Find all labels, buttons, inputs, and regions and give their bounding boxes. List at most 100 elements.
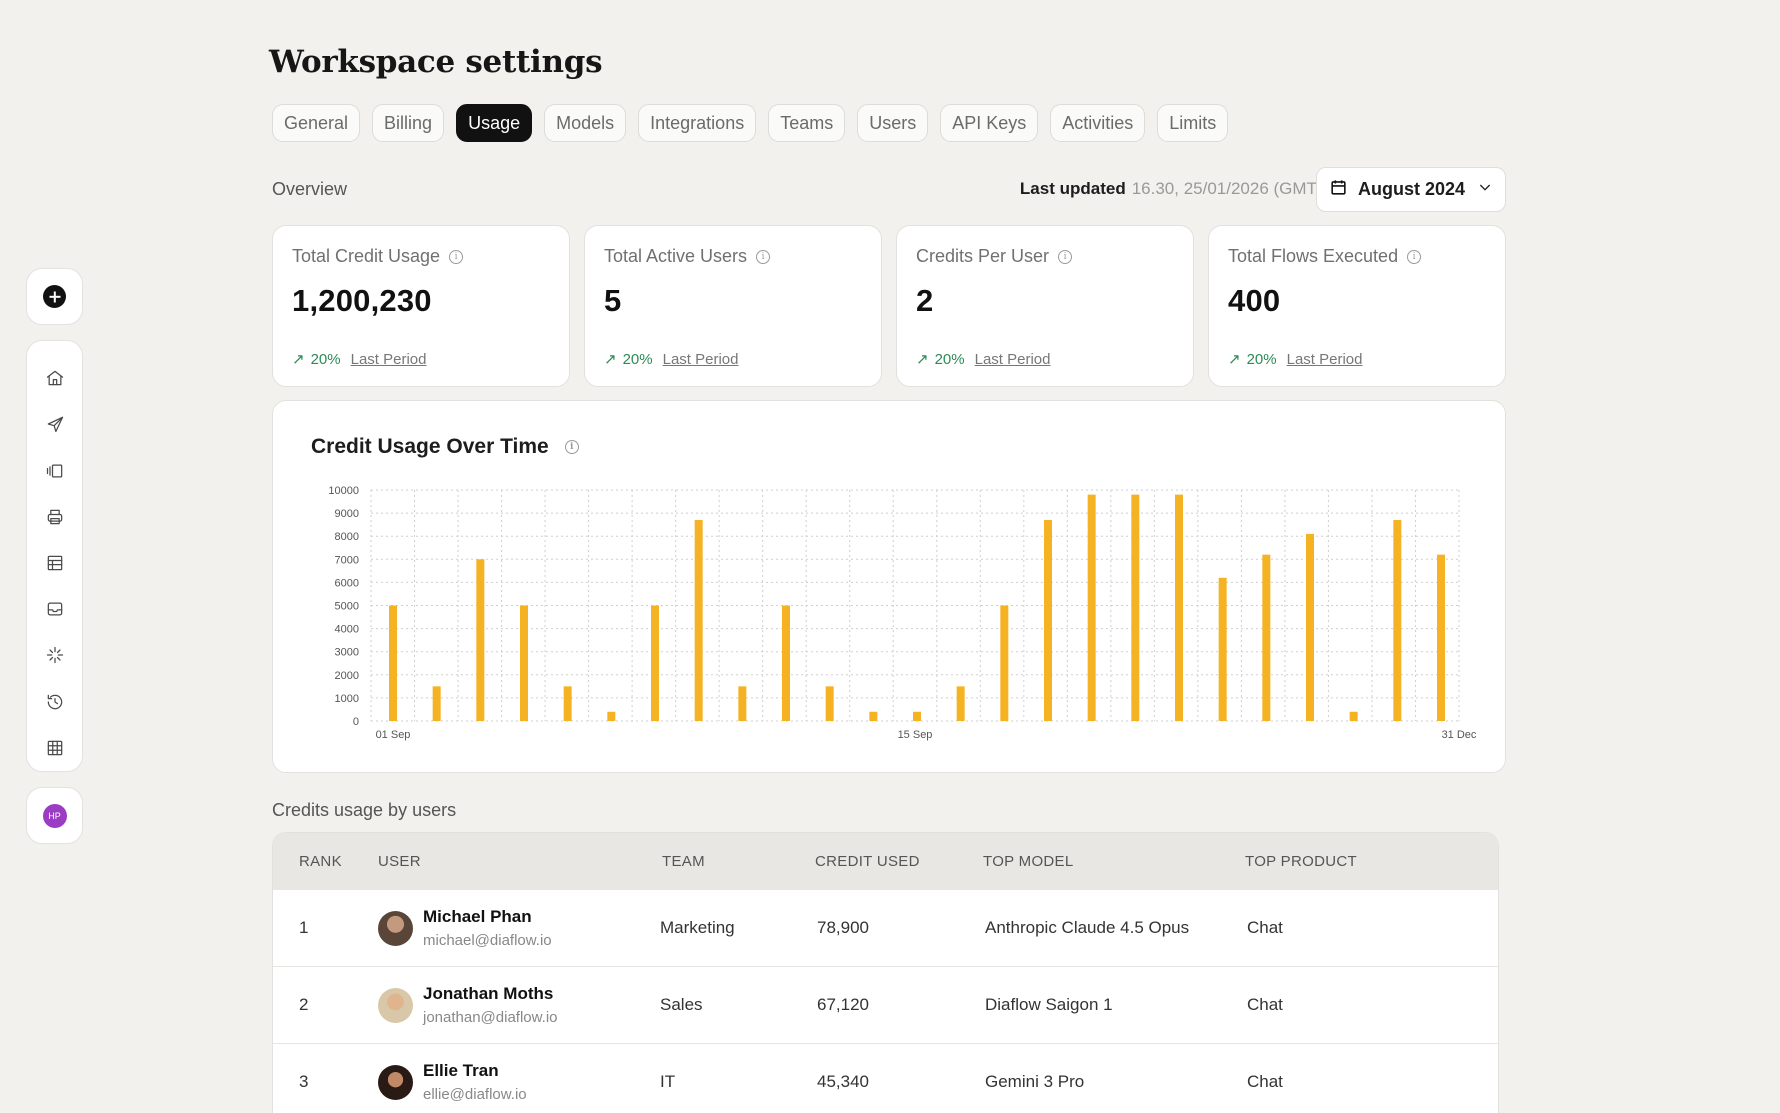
inbox-icon[interactable] [35,586,75,632]
info-icon[interactable]: i [1058,249,1073,264]
table-icon[interactable] [35,540,75,586]
settings-tabs: General Billing Usage Models Integration… [272,104,1229,142]
avatar [378,910,413,946]
column-header-credit[interactable]: CREDIT USED [815,853,920,870]
last-period-link[interactable]: Last Period [1286,350,1363,368]
last-updated-label: Last updated [1019,179,1126,198]
y-tick-label: 1000 [335,693,359,705]
stat-card-value: 400 [1228,283,1281,318]
new-button[interactable] [26,268,83,325]
model-cell: Anthropic Claude 4.5 Opus [985,918,1190,937]
chart-bar [1000,605,1009,721]
profile-button[interactable]: HP [26,787,83,844]
chart-bar [1131,494,1140,721]
user-email: michael@diaflow.io [423,932,552,949]
y-tick-label: 7000 [335,554,359,566]
plus-icon [43,285,66,308]
credit-cell: 67,120 [817,995,869,1014]
chart-bar [1087,494,1096,721]
y-tick-label: 3000 [335,647,359,659]
chart-bar [432,686,441,721]
sidebar-nav [26,340,83,772]
stat-card-value: 2 [916,283,934,318]
user-name: Jonathan Moths [423,984,554,1003]
stat-card-value: 5 [604,283,622,318]
tab-users[interactable]: Users [857,104,929,142]
user-cell: Jonathan Moths jonathan@diaflow.io [378,984,660,1026]
chart-bar [520,605,528,721]
credit-cell: 45,340 [817,1072,869,1091]
tab-integrations[interactable]: Integrations [638,104,757,142]
tab-models[interactable]: Models [544,104,627,142]
trend-percent: 20% [934,350,965,368]
stat-card-label: Total Active Users [604,246,748,266]
tab-general[interactable]: General [272,104,361,142]
rank-cell: 1 [299,918,309,937]
chart-bar [1175,494,1183,721]
grid-icon[interactable] [35,725,75,771]
home-icon[interactable] [35,355,75,401]
table-row[interactable]: 1 Michael Phan michael@diaflow.io Market… [273,890,1498,967]
table-title: Credits usage by users [272,800,457,820]
last-period-link[interactable]: Last Period [662,350,739,368]
product-cell: Chat [1247,1072,1283,1091]
tab-billing[interactable]: Billing [372,104,445,142]
chart-bar [782,605,790,721]
tab-activities[interactable]: Activities [1050,104,1146,142]
chart-bar [738,686,747,721]
column-header-rank[interactable]: RANK [299,853,342,870]
stat-card-total-active-users: Total Active Users i 5 ↗ 20% Last Period [584,225,882,387]
tab-api-keys[interactable]: API Keys [940,104,1039,142]
column-header-product[interactable]: TOP PRODUCT [1245,853,1357,870]
layers-icon[interactable] [35,447,75,493]
x-tick-label: 31 Dec [1442,729,1477,741]
stat-cards: Total Credit Usage i 1,200,230 ↗ 20% Last P… [272,225,1506,387]
printer-icon[interactable] [35,494,75,540]
last-period-link[interactable]: Last Period [350,350,427,368]
model-cell: Gemini 3 Pro [985,1072,1085,1091]
rank-cell: 2 [299,995,309,1014]
stat-card-total-flows-executed: Total Flows Executed i 400 ↗ 20% Last Perio… [1208,225,1506,387]
credit-usage-chart: 0 1000 2000 3000 4000 5000 6000 7000 8000 9000 100… [328,485,1477,741]
last-updated-value: 16.30, 25/01/2026 (GMT+0) [1131,179,1342,198]
chevron-down-icon [1477,179,1493,200]
chart-bar [1218,577,1227,721]
y-tick-label: 2000 [335,670,359,682]
column-header-model[interactable]: TOP MODEL [983,853,1074,870]
send-icon[interactable] [35,401,75,447]
chart-title-text: Credit Usage Over Time [311,435,549,458]
user-cell: Michael Phan michael@diaflow.io [378,907,660,949]
tab-teams[interactable]: Teams [768,104,846,142]
history-icon[interactable] [35,679,75,725]
chart-bar [1437,554,1445,721]
table-row[interactable]: 2 Jonathan Moths jonathan@diaflow.io Sal… [273,967,1498,1044]
table-row[interactable]: 3 Ellie Tran ellie@diaflow.io IT 45,340 … [273,1044,1498,1113]
user-name: Ellie Tran [423,1061,499,1080]
column-header-team[interactable]: TEAM [662,853,705,870]
trend-up-icon: ↗ [604,351,617,368]
chart-bar [825,686,834,721]
tab-usage[interactable]: Usage [456,104,533,142]
sparkle-icon[interactable] [35,632,75,678]
column-header-user[interactable]: USER [378,853,421,870]
overview-heading: Overview [272,179,348,199]
month-picker[interactable]: August 2024 [1316,167,1506,212]
stat-card-label: Credits Per User [916,246,1050,266]
chart-bar [563,686,572,721]
stat-card-credits-per-user: Credits Per User i 2 ↗ 20% Last Period [896,225,1194,387]
stat-card-total-credit-usage: Total Credit Usage i 1,200,230 ↗ 20% Last P… [272,225,570,387]
last-period-link[interactable]: Last Period [974,350,1051,368]
user-name: Michael Phan [423,907,532,926]
user-cell: Ellie Tran ellie@diaflow.io [378,1061,660,1103]
rank-cell: 3 [299,1072,309,1091]
info-icon[interactable]: i [564,440,579,454]
info-icon[interactable]: i [1407,249,1422,264]
info-icon[interactable]: i [449,249,464,264]
info-icon[interactable]: i [756,249,771,264]
page-title: Workspace settings [269,44,603,80]
y-tick-label: 9000 [335,508,359,520]
trend-percent: 20% [310,350,341,368]
chart-bar [1349,711,1358,721]
chart-bar [913,711,921,721]
tab-limits[interactable]: Limits [1157,104,1229,142]
